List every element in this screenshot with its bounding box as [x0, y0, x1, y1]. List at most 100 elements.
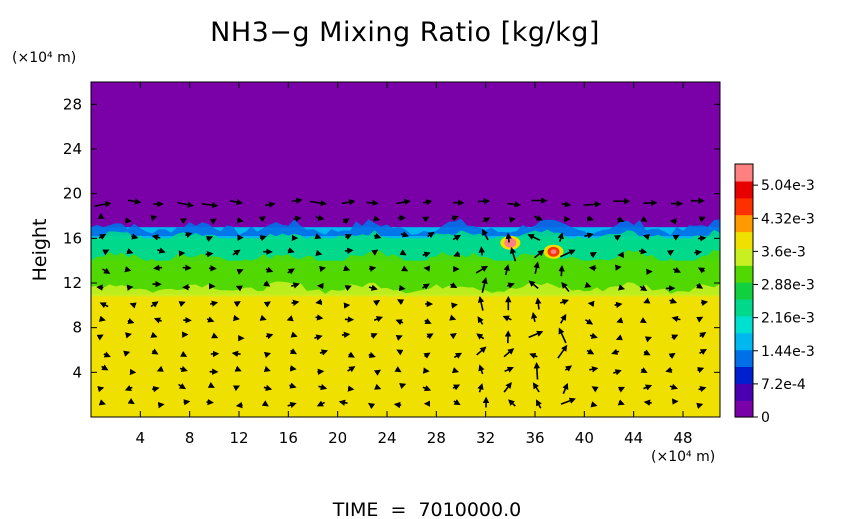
wind-vector	[453, 352, 463, 359]
y-axis-label: Height	[29, 219, 51, 282]
wind-vector	[393, 401, 402, 409]
wind-vector	[611, 348, 620, 355]
wind-vector	[616, 317, 624, 324]
wind-vector	[698, 216, 706, 223]
wind-vector	[315, 298, 323, 306]
wind-vector	[643, 297, 651, 304]
wind-vector	[449, 333, 457, 340]
wind-vector	[103, 351, 111, 358]
colorbar-tick-label: 7.2e-4	[761, 377, 806, 393]
wind-vector	[179, 365, 188, 372]
wind-vector	[671, 334, 679, 341]
field-boundary-base	[91, 281, 720, 297]
colorbar-swatch	[735, 400, 753, 418]
wind-vector	[698, 235, 707, 242]
wind-vector	[368, 284, 378, 291]
wind-vector	[694, 249, 703, 256]
wind-vector	[152, 385, 160, 393]
wind-vector	[150, 301, 159, 308]
x-tick-label: 44	[624, 429, 643, 447]
wind-vector	[509, 246, 517, 262]
wind-vector	[96, 334, 104, 341]
wind-vector	[177, 201, 195, 208]
wind-vector	[343, 265, 351, 272]
wind-vector	[533, 214, 543, 221]
wind-vector	[557, 344, 568, 359]
wind-vector	[614, 264, 622, 271]
wind-vector	[234, 365, 242, 372]
colorbar-swatch	[735, 214, 753, 233]
colorbar-tick-label: 4.32e-3	[761, 211, 815, 227]
wind-vector	[534, 249, 545, 259]
wind-vector	[696, 402, 704, 409]
wind-vector	[318, 383, 328, 391]
wind-vector	[233, 301, 241, 308]
wind-vector	[449, 314, 457, 321]
wind-vector	[477, 296, 485, 311]
wind-vector	[201, 201, 219, 209]
wind-vector	[422, 199, 433, 206]
wind-vector	[452, 234, 461, 241]
wind-vector	[290, 331, 298, 338]
colorbar-swatch	[735, 315, 753, 334]
wind-vector	[371, 249, 379, 256]
wind-vector	[617, 216, 625, 223]
colorbar-swatch	[735, 366, 753, 384]
wind-vector	[478, 246, 485, 256]
wind-vector	[529, 352, 538, 359]
field-boundary-mid	[91, 229, 720, 246]
wind-vector	[427, 231, 435, 239]
wind-vector	[589, 332, 598, 339]
wind-vector	[400, 231, 410, 238]
wind-vector	[94, 201, 112, 208]
wind-vector	[125, 217, 132, 224]
wind-vector	[666, 249, 675, 257]
wind-vector	[229, 198, 243, 206]
wind-vector	[373, 215, 381, 222]
colorbar-tick-label: 3.6e-3	[761, 244, 806, 260]
x-tick-label: 16	[279, 429, 298, 447]
wind-vector	[205, 235, 214, 242]
colorbar-swatch	[735, 298, 753, 317]
wind-vector	[590, 401, 598, 408]
colorbar-frame	[734, 163, 754, 418]
wind-vector	[505, 232, 512, 243]
wind-vector	[374, 383, 382, 390]
wind-vector	[503, 382, 512, 393]
wind-vector	[344, 285, 352, 292]
colorbar-tick-label: 2.88e-3	[761, 278, 815, 294]
wind-vector	[157, 401, 165, 409]
wind-vector	[643, 399, 652, 406]
y-tick-label: 24	[63, 140, 82, 158]
colorbar-swatch	[735, 383, 753, 401]
wind-vector	[503, 264, 510, 276]
wind-vector	[265, 266, 274, 273]
colorbar-swatch	[735, 265, 753, 283]
wind-vector	[508, 216, 516, 223]
wind-vector	[589, 366, 599, 373]
wind-vector	[97, 212, 105, 220]
wind-vector	[508, 399, 516, 407]
wind-vector	[562, 382, 569, 395]
wind-vector	[643, 384, 653, 391]
wind-vector	[668, 352, 676, 360]
wind-vector	[451, 367, 460, 374]
wind-vector	[401, 265, 409, 272]
wind-vector	[289, 365, 297, 372]
plot-area	[91, 82, 720, 417]
wind-vector	[701, 299, 709, 306]
wind-vector	[150, 331, 158, 338]
wind-vector	[123, 350, 131, 357]
wind-vector	[207, 382, 215, 388]
x-tick-label: 12	[229, 429, 248, 447]
wind-vector	[185, 232, 193, 239]
wind-vector	[535, 297, 542, 310]
wind-vector	[643, 349, 651, 356]
wind-vector	[314, 233, 322, 240]
x-tick-label: 24	[377, 429, 396, 447]
wind-vector	[366, 199, 379, 207]
wind-vector	[533, 261, 540, 274]
wind-vector	[585, 318, 594, 325]
y-tick-label: 16	[63, 229, 82, 247]
wind-vector	[697, 367, 705, 374]
